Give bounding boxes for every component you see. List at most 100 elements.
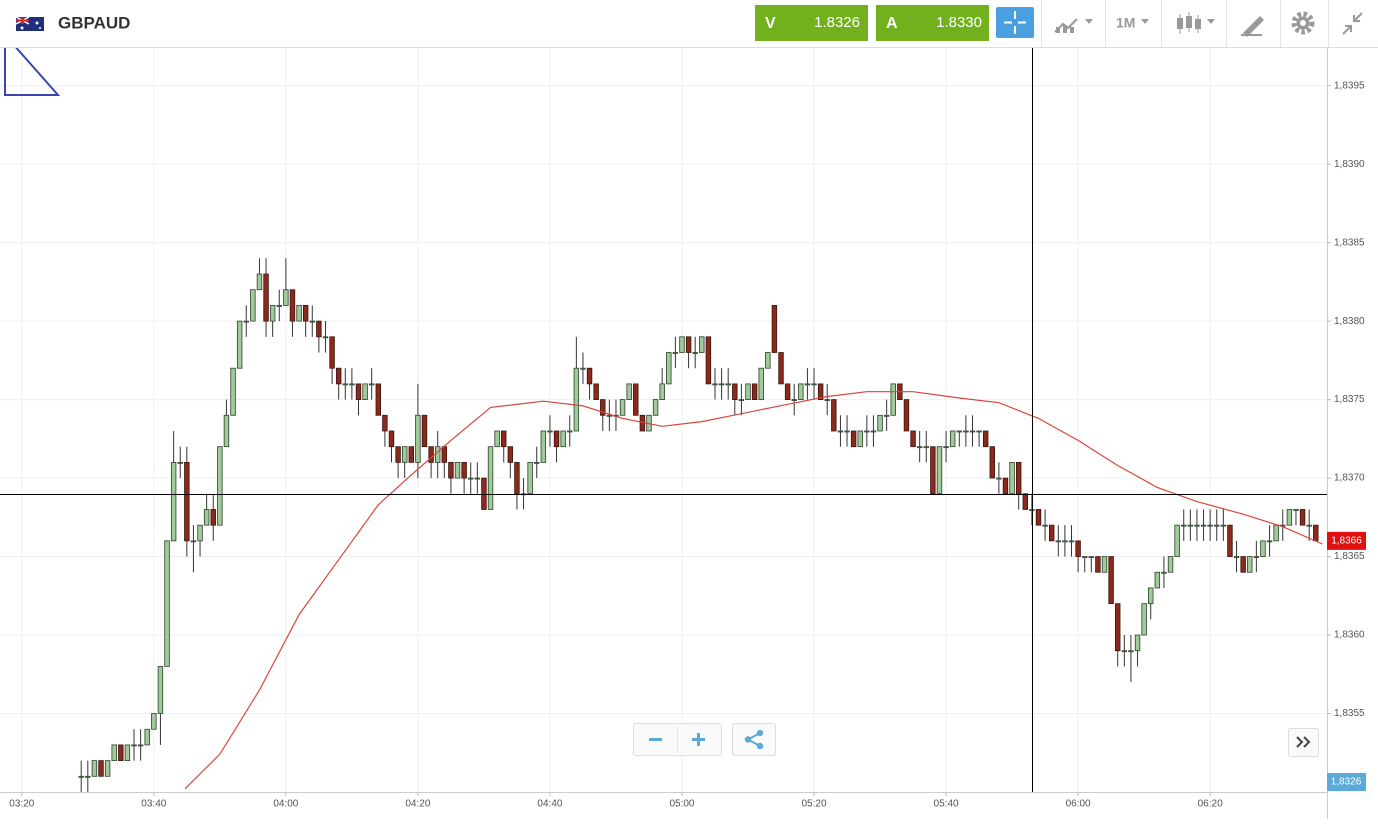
candle-body [184, 461, 190, 542]
candle-body [850, 430, 857, 448]
candle-body [600, 399, 606, 416]
candle-body [137, 744, 144, 747]
candle-body [672, 352, 679, 354]
bid-price: 1.8326 [814, 14, 860, 31]
x-tick-label: 03:20 [9, 799, 34, 810]
candle-body [164, 540, 170, 667]
candle-body [421, 414, 428, 448]
ask-button[interactable] [876, 5, 989, 41]
x-tick-label: 04:20 [405, 799, 430, 810]
x-tick-label: 05:00 [669, 799, 694, 810]
candle-body [679, 336, 685, 353]
flag [15, 16, 44, 31]
candle-body [1141, 603, 1147, 636]
candle-body [1081, 556, 1088, 558]
y-tick-label: 1,8395 [1334, 80, 1365, 91]
candle-body [487, 446, 494, 510]
share-button[interactable] [732, 723, 776, 756]
candle-body [448, 461, 454, 479]
candle-body [217, 446, 223, 526]
zoom-in[interactable] [692, 733, 705, 746]
zoom-controls [633, 723, 1319, 757]
chart-type-button[interactable] [1054, 18, 1093, 33]
candle-body [1306, 524, 1312, 527]
candle-body [705, 336, 712, 385]
candle-body [1121, 650, 1128, 653]
candle-body [758, 367, 764, 400]
candle-body [302, 305, 309, 322]
ask-price: 1.8330 [936, 14, 982, 31]
candle-body [283, 289, 289, 306]
candle-body [586, 367, 593, 385]
y-tick-label: 1,8355 [1334, 708, 1365, 719]
collapse-button[interactable] [1342, 12, 1363, 35]
candle-body [692, 352, 698, 354]
candle-body [910, 430, 916, 448]
candle-body [883, 414, 890, 417]
scroll-end-icon [1296, 736, 1311, 748]
candle-body [190, 540, 197, 543]
candle-body [223, 414, 230, 448]
candle-body [1029, 509, 1035, 511]
candle-body [1101, 556, 1108, 573]
candle-body [197, 524, 203, 542]
candle-body [1115, 603, 1121, 652]
y-tick-label: 1,8375 [1334, 394, 1365, 405]
candle-body [256, 273, 263, 291]
candle-body [712, 383, 718, 386]
candle-body [659, 383, 665, 400]
candle-body [989, 446, 995, 479]
ask-label: A [886, 15, 898, 32]
y-tick-label: 1,8370 [1334, 473, 1365, 484]
candle-body [316, 320, 322, 338]
header-bg [0, 0, 1378, 47]
candle-body [890, 383, 896, 416]
candle-body [395, 446, 401, 463]
candle-type-button[interactable] [1177, 12, 1215, 34]
candle-body [963, 430, 969, 433]
candle-body [1240, 556, 1246, 573]
candle-body [1233, 556, 1240, 558]
candle-body [685, 336, 692, 353]
x-tick-label: 06:00 [1066, 799, 1091, 810]
scroll-end-button[interactable] [1288, 728, 1319, 757]
candle-body [1214, 524, 1220, 527]
candle-body [930, 446, 936, 495]
x-tick-label: 05:40 [934, 799, 959, 810]
candle-body [131, 744, 137, 747]
candle-body [1055, 540, 1062, 543]
draw-button[interactable] [1241, 16, 1264, 37]
candle-body [1174, 524, 1180, 557]
candle-body [124, 744, 131, 762]
candle-body [593, 383, 599, 400]
candle-body [1200, 524, 1207, 527]
candle-body [738, 399, 745, 401]
candle-body [269, 305, 276, 322]
candle-body [798, 383, 804, 400]
drawing-triangle[interactable] [4, 32, 61, 96]
candle-body [507, 446, 514, 463]
candle-body [745, 383, 751, 400]
candle-body [1227, 524, 1233, 557]
candle-body [514, 461, 520, 495]
candle-body [936, 446, 943, 495]
x-tick-label: 04:40 [537, 799, 562, 810]
settings-button[interactable] [1291, 11, 1315, 35]
axis-badge-bg [1327, 773, 1366, 791]
candle-body [1128, 650, 1134, 653]
candle-body [1095, 556, 1101, 573]
candle-body [309, 320, 315, 323]
candle-body [98, 760, 104, 777]
candle-body [1042, 524, 1048, 527]
candle-body [1108, 556, 1114, 605]
candle-body [903, 399, 910, 432]
timeframe[interactable]: 1M [1116, 15, 1135, 31]
crosshair-button[interactable] [996, 7, 1034, 38]
candle-body [263, 273, 269, 322]
last-price-label: 1,8366 [1331, 536, 1362, 547]
bid-button[interactable] [755, 5, 868, 41]
candle-body [1194, 524, 1200, 527]
moving-average [184, 391, 1323, 790]
